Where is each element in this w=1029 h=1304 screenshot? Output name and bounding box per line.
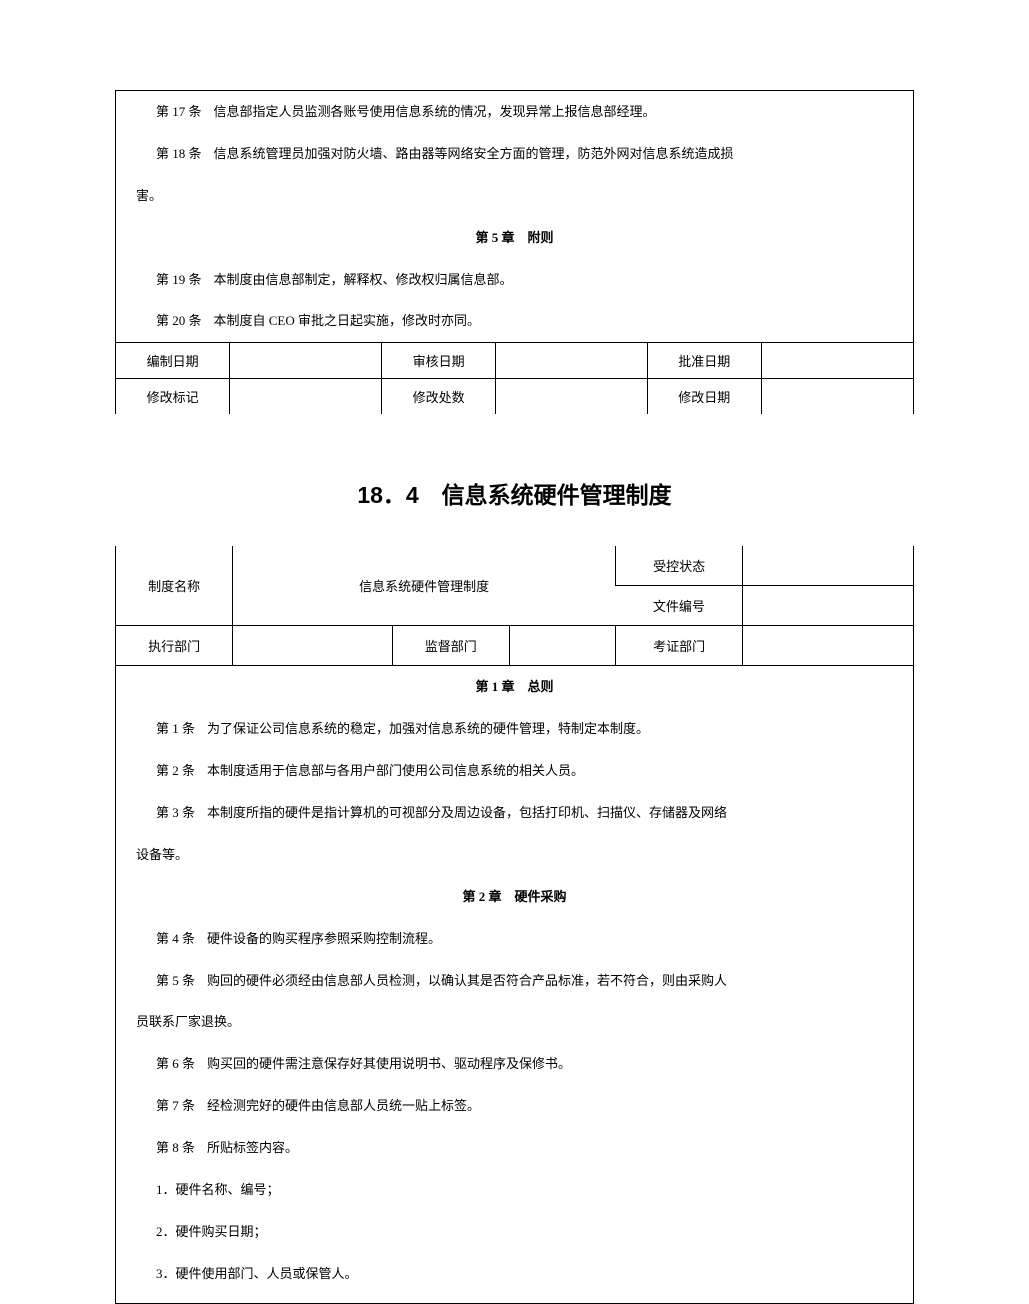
- cell-label: 文件编号: [615, 586, 743, 626]
- cell-value: [761, 343, 913, 379]
- article-text: 所贴标签内容。: [207, 1140, 298, 1155]
- article-5-cont: 员联系厂家退换。: [116, 1001, 913, 1043]
- cell-value: [743, 586, 913, 626]
- table-row: 制度名称 信息系统硬件管理制度 受控状态: [116, 546, 913, 586]
- article-text: 本制度所指的硬件是指计算机的可视部分及周边设备，包括打印机、扫描仪、存储器及网络: [207, 805, 727, 820]
- cell-label: 编制日期: [116, 343, 230, 379]
- cell-value: [509, 626, 615, 666]
- cell-value: [743, 626, 913, 666]
- chapter-1-title: 第 1 章 总则: [116, 666, 913, 708]
- cell-label: 审核日期: [382, 343, 496, 379]
- cell-value: 信息系统硬件管理制度: [233, 546, 616, 626]
- article-7: 第 7 条经检测完好的硬件由信息部人员统一贴上标签。: [116, 1085, 913, 1127]
- article-18-cont: 害。: [116, 175, 913, 217]
- chapter-2-title: 第 2 章 硬件采购: [116, 876, 913, 918]
- article-num: 第 3 条: [156, 798, 195, 828]
- cell-value: [230, 379, 382, 415]
- article-num: 第 20 条: [156, 306, 202, 336]
- article-2: 第 2 条本制度适用于信息部与各用户部门使用公司信息系统的相关人员。: [116, 750, 913, 792]
- article-20: 第 20 条本制度自 CEO 审批之日起实施，修改时亦同。: [116, 300, 913, 342]
- article-num: 第 19 条: [156, 265, 202, 295]
- article-text: 经检测完好的硬件由信息部人员统一贴上标签。: [207, 1098, 480, 1113]
- article-num: 第 4 条: [156, 924, 195, 954]
- article-text: 本制度适用于信息部与各用户部门使用公司信息系统的相关人员。: [207, 763, 584, 778]
- article-num: 第 2 条: [156, 756, 195, 786]
- article-text: 信息部指定人员监测各账号使用信息系统的情况，发现异常上报信息部经理。: [214, 104, 656, 119]
- article-text: 购买回的硬件需注意保存好其使用说明书、驱动程序及保修书。: [207, 1056, 571, 1071]
- article-4: 第 4 条硬件设备的购买程序参照采购控制流程。: [116, 918, 913, 960]
- article-num: 第 17 条: [156, 97, 202, 127]
- cell-label: 修改标记: [116, 379, 230, 415]
- article-num: 第 6 条: [156, 1049, 195, 1079]
- cell-value: [496, 379, 648, 415]
- cell-label: 修改日期: [647, 379, 761, 415]
- cell-label: 执行部门: [116, 626, 233, 666]
- article-text: 购回的硬件必须经由信息部人员检测，以确认其是否符合产品标准，若不符合，则由采购人: [207, 973, 727, 988]
- article-17: 第 17 条信息部指定人员监测各账号使用信息系统的情况，发现异常上报信息部经理。: [116, 91, 913, 133]
- article-num: 第 7 条: [156, 1091, 195, 1121]
- cell-label: 修改处数: [382, 379, 496, 415]
- cell-value: [233, 626, 392, 666]
- article-6: 第 6 条购买回的硬件需注意保存好其使用说明书、驱动程序及保修书。: [116, 1043, 913, 1085]
- article-3: 第 3 条本制度所指的硬件是指计算机的可视部分及周边设备，包括打印机、扫描仪、存…: [116, 792, 913, 834]
- section-title: 18．4 信息系统硬件管理制度: [0, 476, 1029, 510]
- list-item: 2．硬件购买日期；: [116, 1211, 913, 1253]
- article-text: 信息系统管理员加强对防火墙、路由器等网络安全方面的管理，防范外网对信息系统造成损: [214, 146, 734, 161]
- list-item: 1．硬件名称、编号；: [116, 1169, 913, 1211]
- article-text: 为了保证公司信息系统的稳定，加强对信息系统的硬件管理，特制定本制度。: [207, 721, 649, 736]
- cell-label: 批准日期: [647, 343, 761, 379]
- article-18: 第 18 条信息系统管理员加强对防火墙、路由器等网络安全方面的管理，防范外网对信…: [116, 133, 913, 175]
- article-1: 第 1 条为了保证公司信息系统的稳定，加强对信息系统的硬件管理，特制定本制度。: [116, 708, 913, 750]
- table-row: 修改标记 修改处数 修改日期: [116, 379, 913, 415]
- top-section-box: 第 17 条信息部指定人员监测各账号使用信息系统的情况，发现异常上报信息部经理。…: [115, 90, 914, 414]
- article-text: 硬件设备的购买程序参照采购控制流程。: [207, 931, 441, 946]
- cell-value: [761, 379, 913, 415]
- article-8: 第 8 条所贴标签内容。: [116, 1127, 913, 1169]
- chapter-5-title: 第 5 章 附则: [116, 217, 913, 259]
- cell-label: 考证部门: [615, 626, 743, 666]
- cell-label: 制度名称: [116, 546, 233, 626]
- article-num: 第 5 条: [156, 966, 195, 996]
- article-text: 本制度由信息部制定，解释权、修改权归属信息部。: [214, 272, 513, 287]
- article-5: 第 5 条购回的硬件必须经由信息部人员检测，以确认其是否符合产品标准，若不符合，…: [116, 960, 913, 1002]
- article-num: 第 18 条: [156, 139, 202, 169]
- cell-label: 监督部门: [392, 626, 509, 666]
- article-19: 第 19 条本制度由信息部制定，解释权、修改权归属信息部。: [116, 259, 913, 301]
- cell-value: [230, 343, 382, 379]
- article-num: 第 8 条: [156, 1133, 195, 1163]
- page: 第 17 条信息部指定人员监测各账号使用信息系统的情况，发现异常上报信息部经理。…: [0, 0, 1029, 1304]
- table-row: 执行部门 监督部门 考证部门: [116, 626, 913, 666]
- date-table: 编制日期 审核日期 批准日期 修改标记 修改处数 修改日期: [116, 342, 913, 414]
- article-3-cont: 设备等。: [116, 834, 913, 876]
- table-row: 编制日期 审核日期 批准日期: [116, 343, 913, 379]
- article-num: 第 1 条: [156, 714, 195, 744]
- cell-value: [743, 546, 913, 586]
- bottom-section-box: 制度名称 信息系统硬件管理制度 受控状态 文件编号 执行部门 监督部门 考证部门…: [115, 546, 914, 1303]
- info-table: 制度名称 信息系统硬件管理制度 受控状态 文件编号 执行部门 监督部门 考证部门: [116, 546, 913, 666]
- article-text: 本制度自 CEO 审批之日起实施，修改时亦同。: [214, 313, 481, 328]
- cell-label: 受控状态: [615, 546, 743, 586]
- cell-value: [496, 343, 648, 379]
- list-item: 3．硬件使用部门、人员或保管人。: [116, 1253, 913, 1295]
